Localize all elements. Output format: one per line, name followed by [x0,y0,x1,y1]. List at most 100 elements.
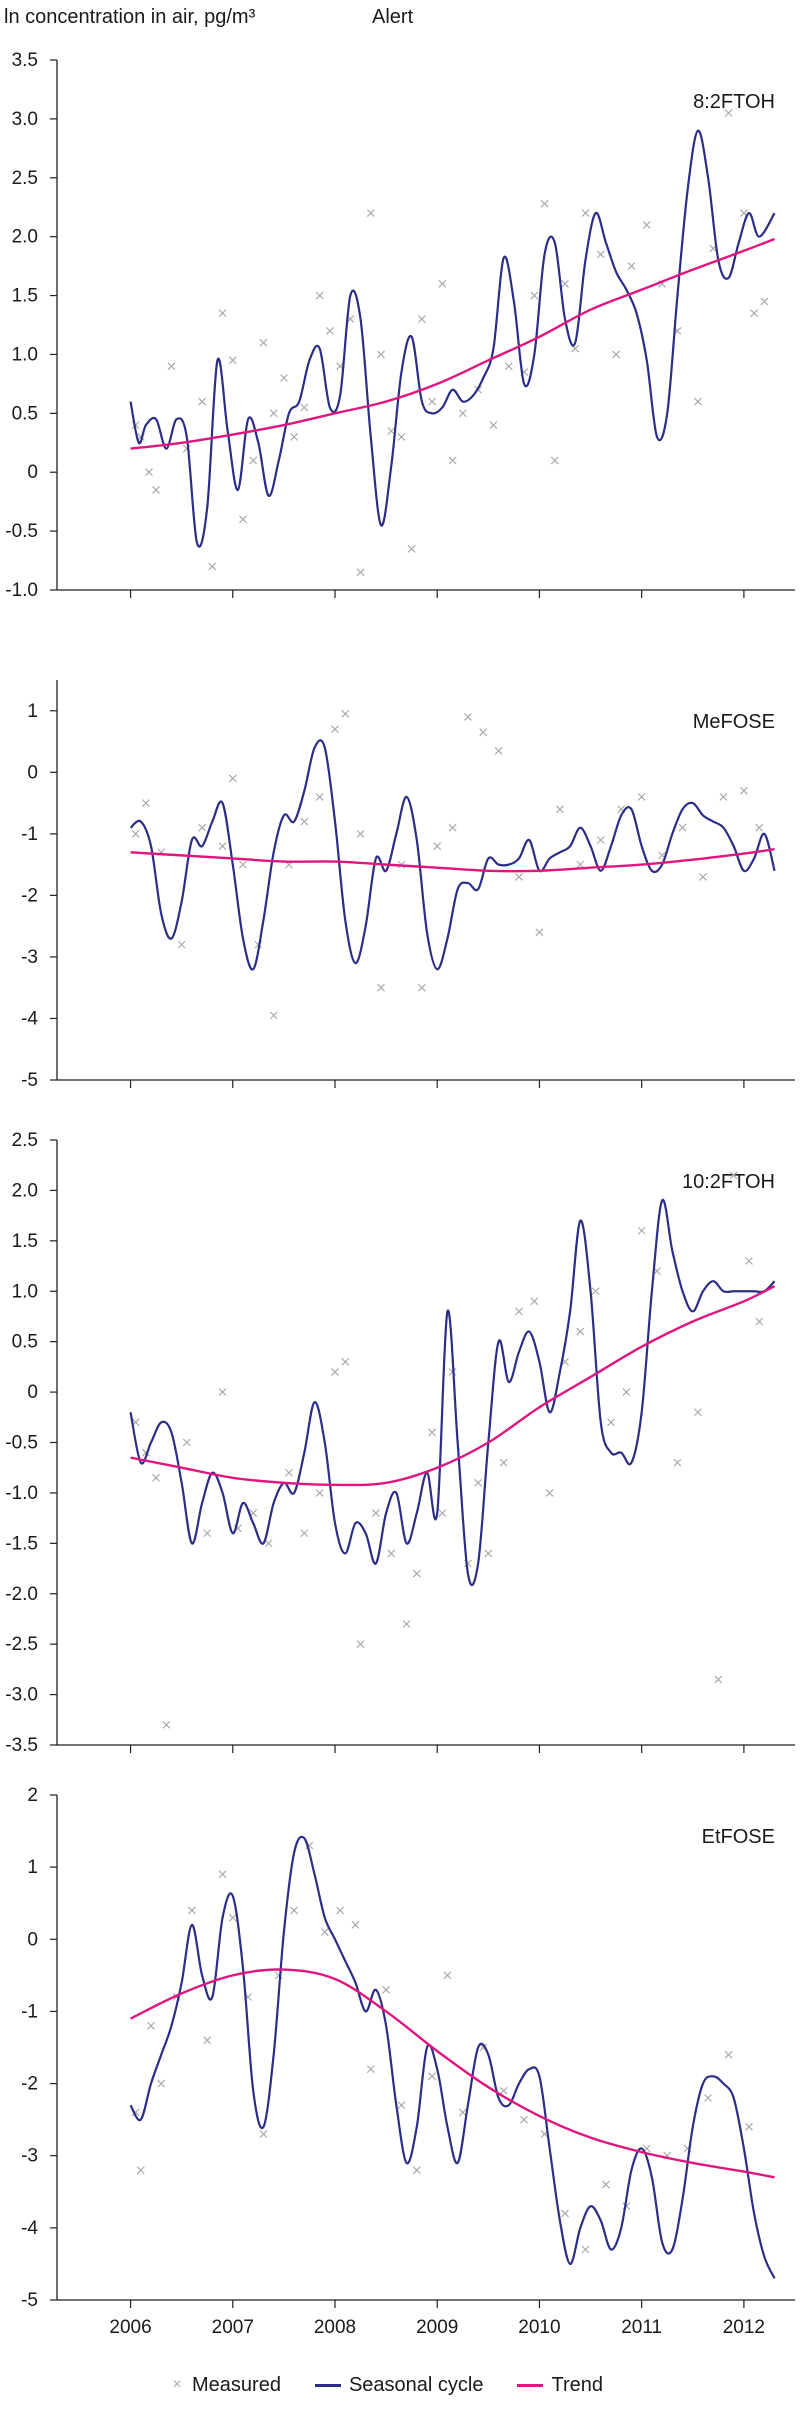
panel-title: 10:2FTOH [682,1171,775,1193]
measured-point [699,872,707,881]
measured-point [673,1458,682,1467]
y-tick-label: -0.5 [5,521,38,542]
y-tick-label: 0.5 [12,403,38,424]
x-tick-label: 2006 [109,2317,151,2338]
measured-point [729,1171,738,1180]
measured-point [530,291,539,300]
measured-point [356,1640,365,1649]
measured-point [576,1327,585,1336]
measured-point [351,1920,360,1929]
measured-point [402,1620,411,1628]
seasonal-cycle-line [129,129,776,548]
x-tick-label: 2007 [212,2317,254,2338]
y-tick-label: -1 [21,2001,38,2022]
measured-point [719,792,728,801]
measured-point [515,1307,523,1316]
measured-point [198,397,207,406]
measured-point [147,2021,155,2030]
measured-point [269,409,278,418]
measured-point [760,297,769,306]
measured-point [463,712,472,721]
measured-point [499,2086,508,2095]
measured-point [601,2180,610,2189]
measured-point [325,326,334,335]
y-tick-label: 2.5 [12,1130,38,1151]
legend-item-trend: Trend [517,2374,603,2397]
measured-point [489,421,498,430]
measured-point [704,2094,713,2102]
measured-point [612,350,621,359]
y-tick-label: -3 [21,947,38,968]
measured-point [208,562,217,571]
measured-point [693,397,702,406]
measured-point [443,1971,452,1980]
measured-point [515,872,523,881]
measured-point [259,2130,268,2138]
measured-point [356,829,365,838]
y-tick-label: 1.0 [12,1281,38,1302]
measured-point [581,209,590,218]
measured-point [397,432,406,441]
measured-point [331,1367,339,1376]
measured-point [591,1287,600,1296]
measured-point [131,829,140,838]
measured-point [218,1870,227,1879]
measured-point [290,432,299,441]
measured-point [387,1549,396,1558]
y-tick-label: 1.5 [12,286,38,307]
measured-point [540,199,549,208]
measured-point [157,2079,166,2088]
measured-point [520,2115,529,2124]
y-tick-label: 2 [27,1785,38,1806]
measured-point [397,2101,406,2110]
measured-point [607,1418,615,1427]
measured-point [264,1539,273,1548]
panel-title: MeFOSE [693,711,775,733]
measured-point [724,109,733,117]
measured-point [382,1985,391,1994]
y-axis-title: ln concentration in air, pg/m³ [4,6,256,28]
measured-point [371,1509,380,1518]
measured-point [448,823,457,832]
panel-title: 8:2FTOH [693,91,775,113]
measured-point [745,1257,753,1265]
seasonal-cycle-line [129,1835,776,2279]
chart-canvas: -1.0 -0.5 0 0.5 1.0 1.5 2.0 2.5 3.0 3.5 8:2FTOH -5 -… [5,50,795,2338]
legend-label-trend: Trend [551,2373,603,2396]
y-tick-label: -4 [21,2218,38,2239]
measured-point [561,279,569,288]
seasonal-cycle-line [129,739,776,971]
measured-point [315,291,324,300]
y-tick-label: -3.0 [5,1685,38,1706]
trend-line [130,237,775,450]
y-tick-label: -3 [21,2146,38,2167]
measured-point [300,817,309,826]
measured-point [504,362,513,371]
measured-point [356,568,365,577]
y-tick-label: -2.5 [5,1634,38,1655]
measured-point [366,209,375,218]
measured-point [724,2050,733,2059]
measured-point [745,2122,753,2131]
measured-point [714,1675,723,1684]
measured-point [228,774,237,783]
measured-point [162,1720,171,1729]
measured-point [366,2065,375,2074]
measured-point [300,1529,309,1538]
trend-line [130,848,775,873]
y-tick-label: -2 [21,2074,38,2095]
x-tick-label: 2008 [314,2317,356,2338]
y-tick-label: -5 [21,2290,38,2311]
seasonal-line-icon [314,2383,341,2387]
seasonal-cycle-line [129,1198,776,1587]
measured-point [141,799,150,808]
y-tick-label: 2.0 [12,227,38,248]
measured-point [145,468,153,477]
measured-point [152,485,161,494]
measured-point [320,1928,329,1936]
measured-point [750,309,759,318]
measured-point [167,362,176,371]
measured-point [136,2166,145,2175]
measured-point [203,2036,212,2045]
measured-point [596,836,605,844]
